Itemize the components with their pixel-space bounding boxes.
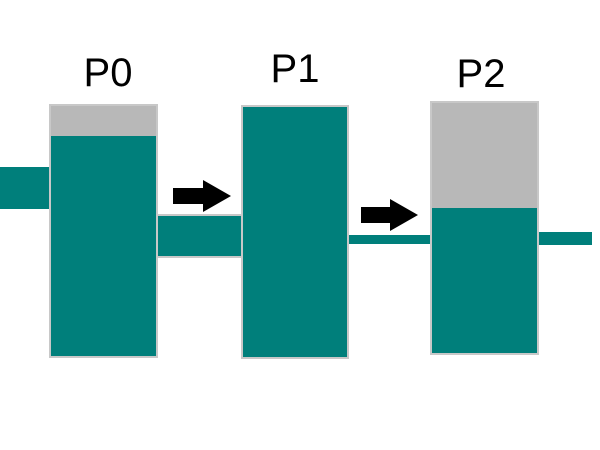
tank-p0-label: P0 (84, 51, 133, 95)
right-arrow-icon (173, 180, 231, 212)
tank-p1-fluid (243, 107, 347, 357)
outlet-pipe (538, 232, 592, 245)
right-arrow-icon (361, 199, 418, 231)
tank-p2-label: P2 (457, 52, 506, 96)
tank-p2-fluid (432, 208, 537, 353)
inlet-pipe (0, 167, 52, 209)
tank-p1-label: P1 (271, 47, 320, 91)
tank-p0 (49, 104, 158, 358)
tank-p2 (430, 101, 539, 355)
pipe-p0-p1 (155, 214, 245, 258)
tank-p0-fluid (51, 136, 156, 356)
pipe-p1-p2 (347, 235, 433, 244)
tank-p1 (241, 105, 349, 359)
